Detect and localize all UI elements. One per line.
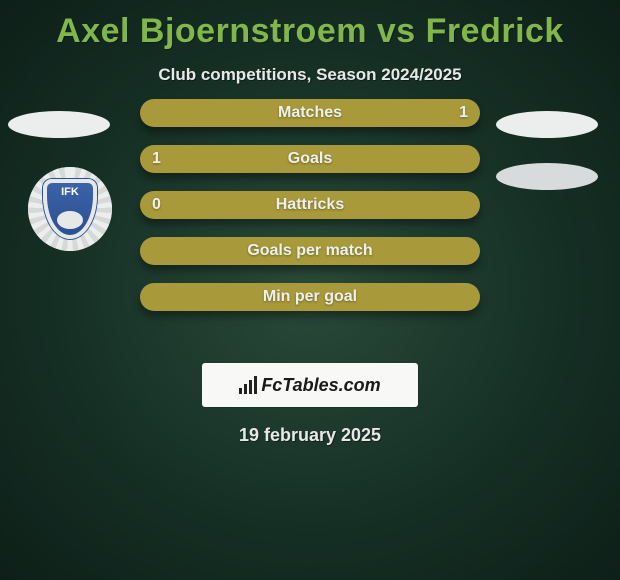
stat-bar: Matches 1 — [140, 99, 480, 127]
stat-bar: Hattricks 0 — [140, 191, 480, 219]
player-left-club-badge: IFK — [28, 167, 112, 251]
stat-bars: Matches 1 Goals 1 Hattricks 0 Goals per match M… — [140, 99, 480, 329]
stat-label: Min per goal — [263, 288, 357, 306]
stat-label: Goals per match — [247, 242, 372, 260]
brand-text: FcTables.com — [261, 375, 380, 396]
stat-left-value: 1 — [152, 145, 161, 173]
stat-bar: Goals 1 — [140, 145, 480, 173]
stat-right-value: 1 — [459, 99, 468, 127]
stat-label: Hattricks — [276, 196, 344, 214]
page-title: Axel Bjoernstroem vs Fredrick — [0, 0, 620, 51]
subtitle: Club competitions, Season 2024/2025 — [0, 65, 620, 85]
stat-label: Goals — [288, 150, 332, 168]
stat-bar: Min per goal — [140, 283, 480, 311]
club-shield-icon: IFK — [43, 179, 97, 239]
stat-label: Matches — [278, 104, 342, 122]
club-shield-text: IFK — [61, 186, 79, 198]
player-right-club-placeholder — [496, 163, 598, 190]
stat-left-value: 0 — [152, 191, 161, 219]
brand-box: FcTables.com — [202, 363, 418, 407]
stat-bar: Goals per match — [140, 237, 480, 265]
player-right-photo-placeholder — [496, 111, 598, 138]
player-left-photo-placeholder — [8, 111, 110, 138]
date-text: 19 february 2025 — [0, 425, 620, 446]
brand-chart-icon — [239, 376, 257, 394]
